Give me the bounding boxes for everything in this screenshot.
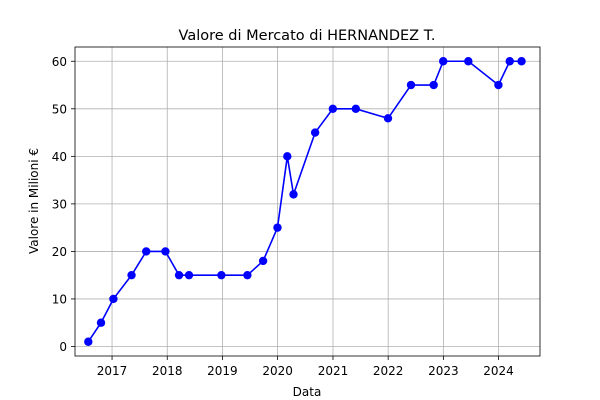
x-tick-label: 2021 (318, 364, 349, 378)
plot-frame (74, 46, 541, 357)
x-tick-label: 2024 (483, 364, 514, 378)
y-tick-label: 0 (59, 340, 67, 354)
data-point (243, 270, 252, 280)
data-point (109, 294, 118, 304)
data-point (328, 104, 338, 114)
y-tick-label: 60 (52, 55, 67, 69)
y-tick-label: 50 (52, 102, 67, 116)
y-tick-label: 40 (52, 150, 67, 164)
chart-title: Valore di Mercato di HERNANDEZ T. (179, 28, 436, 44)
series-line (84, 57, 526, 346)
data-point (217, 270, 226, 280)
data-point (406, 80, 416, 90)
x-axis: 2017 2018 2019 2020 2021 2022 2023 2024 (97, 356, 514, 378)
x-axis-label: Data (293, 385, 322, 399)
y-tick-label: 30 (52, 197, 67, 211)
data-point (127, 270, 136, 280)
data-point (289, 190, 298, 199)
data-point (310, 128, 320, 137)
data-point (84, 337, 93, 346)
data-point (439, 57, 448, 66)
data-point (142, 247, 151, 256)
data-point (517, 57, 526, 66)
data-point (283, 152, 292, 161)
data-point (174, 270, 184, 280)
data-point (383, 114, 393, 123)
x-tick-label: 2019 (207, 364, 238, 378)
y-tick-label: 10 (52, 292, 67, 306)
y-tick-label: 20 (52, 245, 67, 259)
x-tick-label: 2023 (428, 364, 459, 378)
data-point (273, 223, 282, 232)
data-point (494, 80, 503, 90)
data-point (184, 270, 194, 280)
data-point (351, 104, 361, 114)
y-axis-label: Valore in Milioni € (27, 148, 41, 254)
data-point (161, 247, 170, 256)
y-axis: 0 10 20 30 40 50 60 (52, 55, 75, 354)
data-point (505, 57, 514, 66)
x-tick-label: 2017 (97, 364, 128, 378)
data-point (96, 318, 106, 327)
data-point (258, 256, 268, 266)
x-tick-label: 2020 (262, 364, 293, 378)
x-tick-label: 2022 (373, 364, 404, 378)
x-tick-label: 2018 (152, 364, 183, 378)
grid-lines (75, 47, 540, 356)
data-point (429, 80, 438, 90)
data-point (464, 57, 473, 66)
